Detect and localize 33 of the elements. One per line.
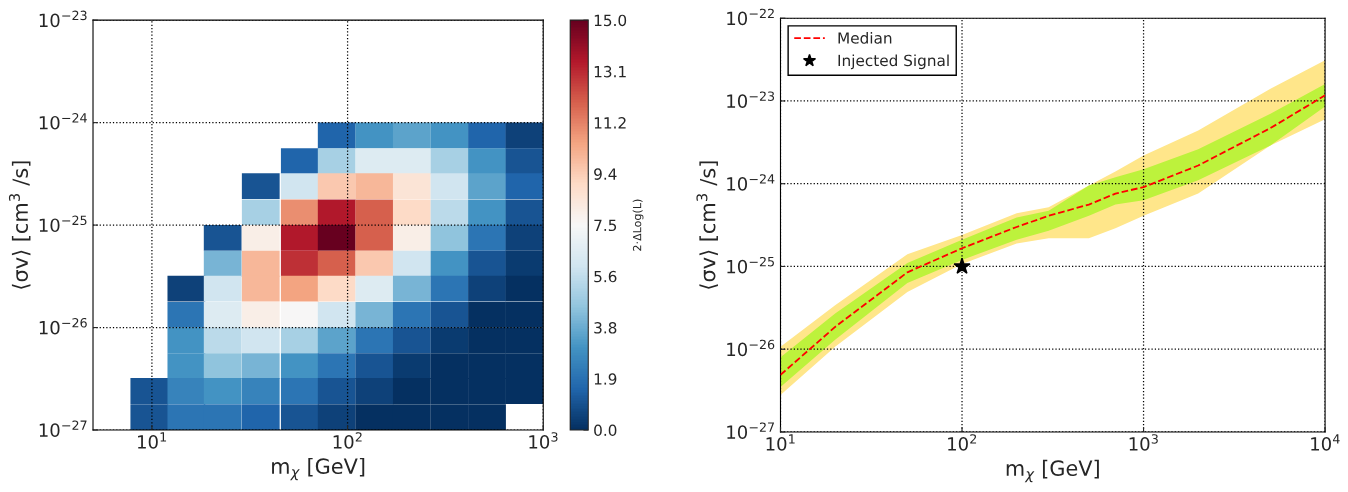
y-tick-label: 10$^{−25}$ [727,256,774,274]
y-axis-title: ⟨σv⟩ [cm$^{3}$ /s] [696,161,718,289]
color-bar-label: 5.6 [594,270,617,283]
color-bar-label: 13.1 [594,65,626,78]
y-tick-label: 10$^{−26}$ [39,317,87,335]
color-bar-label: 11.2 [594,117,626,129]
color-bar-title: 2·ΔLog(L) [632,199,644,251]
legend-label: Median [838,31,892,44]
x-tick-label: 10$^{3}$ [1129,434,1158,451]
x-axis-title: m$_{χ}$ [GeV] [1006,459,1099,483]
x-tick-label: 10$^{2}$ [333,432,362,449]
x-tick-label: 10$^{1}$ [766,434,795,451]
y-tick-label: 10$^{−26}$ [727,339,775,357]
x-tick-label: 10$^{3}$ [529,432,558,449]
y-tick-label: 10$^{−25}$ [39,215,87,233]
y-tick-label: 10$^{−22}$ [727,8,774,26]
y-axis-title: ⟨σv⟩ [cm$^{3}$ /s] [8,161,31,289]
y-tick-label: 10$^{−24}$ [39,113,87,130]
y-tick-label: 10$^{−23}$ [727,91,775,108]
color-bar-label: 15.0 [594,14,627,27]
color-bar-label: 0.0 [594,424,617,437]
y-tick-label: 10$^{−23}$ [39,10,87,28]
color-bar-label: 3.8 [594,322,617,334]
y-tick-label: 10$^{−24}$ [727,174,775,191]
y-tick-label: 10$^{−27}$ [39,420,87,437]
x-axis-title: m$_{χ}$ [GeV] [272,457,365,481]
x-tick-label: 10$^{4}$ [1311,434,1340,451]
x-tick-label: 10$^{2}$ [948,434,977,451]
color-bar-label: 7.5 [594,219,617,232]
x-tick-label: 10$^{1}$ [138,432,167,449]
color-bar-label: 1.9 [594,373,617,385]
legend-label: Injected Signal [838,54,949,70]
color-bar-label: 9.4 [594,168,617,180]
